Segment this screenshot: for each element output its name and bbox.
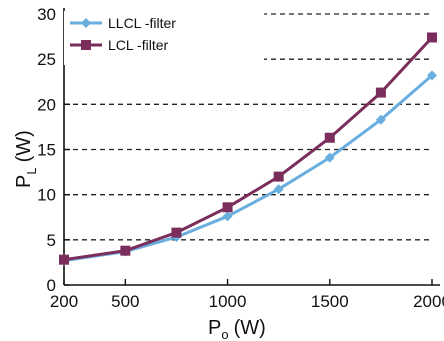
x-tick-labels: 200 500 1000 1500 2000: [50, 292, 444, 311]
y-tick-label: 15: [37, 141, 56, 160]
y-axis-label: PL (W): [13, 130, 39, 188]
y-tick-label: 10: [37, 186, 56, 205]
x-tick-label: 200: [50, 292, 78, 311]
data-point: [324, 132, 335, 143]
legend: LLCL -filter LCL -filter: [64, 11, 264, 65]
data-point: [273, 184, 284, 195]
data-point: [375, 114, 386, 125]
legend-marker: [81, 18, 91, 28]
x-tick-label: 2000: [413, 292, 444, 311]
series-line-1: [63, 36, 434, 262]
x-axis-label-sub: o: [221, 327, 228, 341]
data-point: [375, 87, 386, 98]
y-tick-label: 30: [37, 5, 56, 24]
x-axis-label-main: P: [208, 317, 221, 339]
y-tick-label: 0: [47, 276, 56, 295]
x-axis-label: Po (W): [208, 317, 266, 341]
legend-box: [64, 11, 264, 65]
series-line-0: [63, 74, 433, 263]
data-point: [171, 227, 182, 238]
x-tick-label: 500: [111, 292, 139, 311]
legend-label: LLCL -filter: [108, 15, 176, 31]
x-axis-label-unit: (W): [234, 317, 266, 339]
data-point: [273, 171, 284, 182]
data-point: [222, 211, 233, 222]
x-tick-label: 1500: [311, 292, 349, 311]
legend-marker: [81, 40, 91, 50]
series-group: [59, 32, 437, 266]
data-point: [324, 152, 335, 163]
legend-items: LLCL -filter LCL -filter: [70, 15, 176, 53]
data-point: [222, 202, 233, 213]
x-tick-label: 1000: [209, 292, 247, 311]
y-axis-label-main: P: [13, 175, 35, 188]
data-point: [59, 254, 69, 265]
legend-label: LCL -filter: [108, 37, 169, 53]
data-point: [427, 32, 437, 43]
data-point: [427, 70, 437, 81]
y-tick-label: 25: [37, 50, 56, 69]
y-tick-labels: 0 5 10 15 20 25 30: [37, 5, 56, 295]
y-tick-label: 20: [37, 95, 56, 114]
y-tick-label: 5: [47, 231, 56, 250]
y-axis-label-sub: L: [24, 167, 39, 174]
data-point: [120, 245, 131, 256]
y-axis-label-unit: (W): [13, 130, 35, 162]
